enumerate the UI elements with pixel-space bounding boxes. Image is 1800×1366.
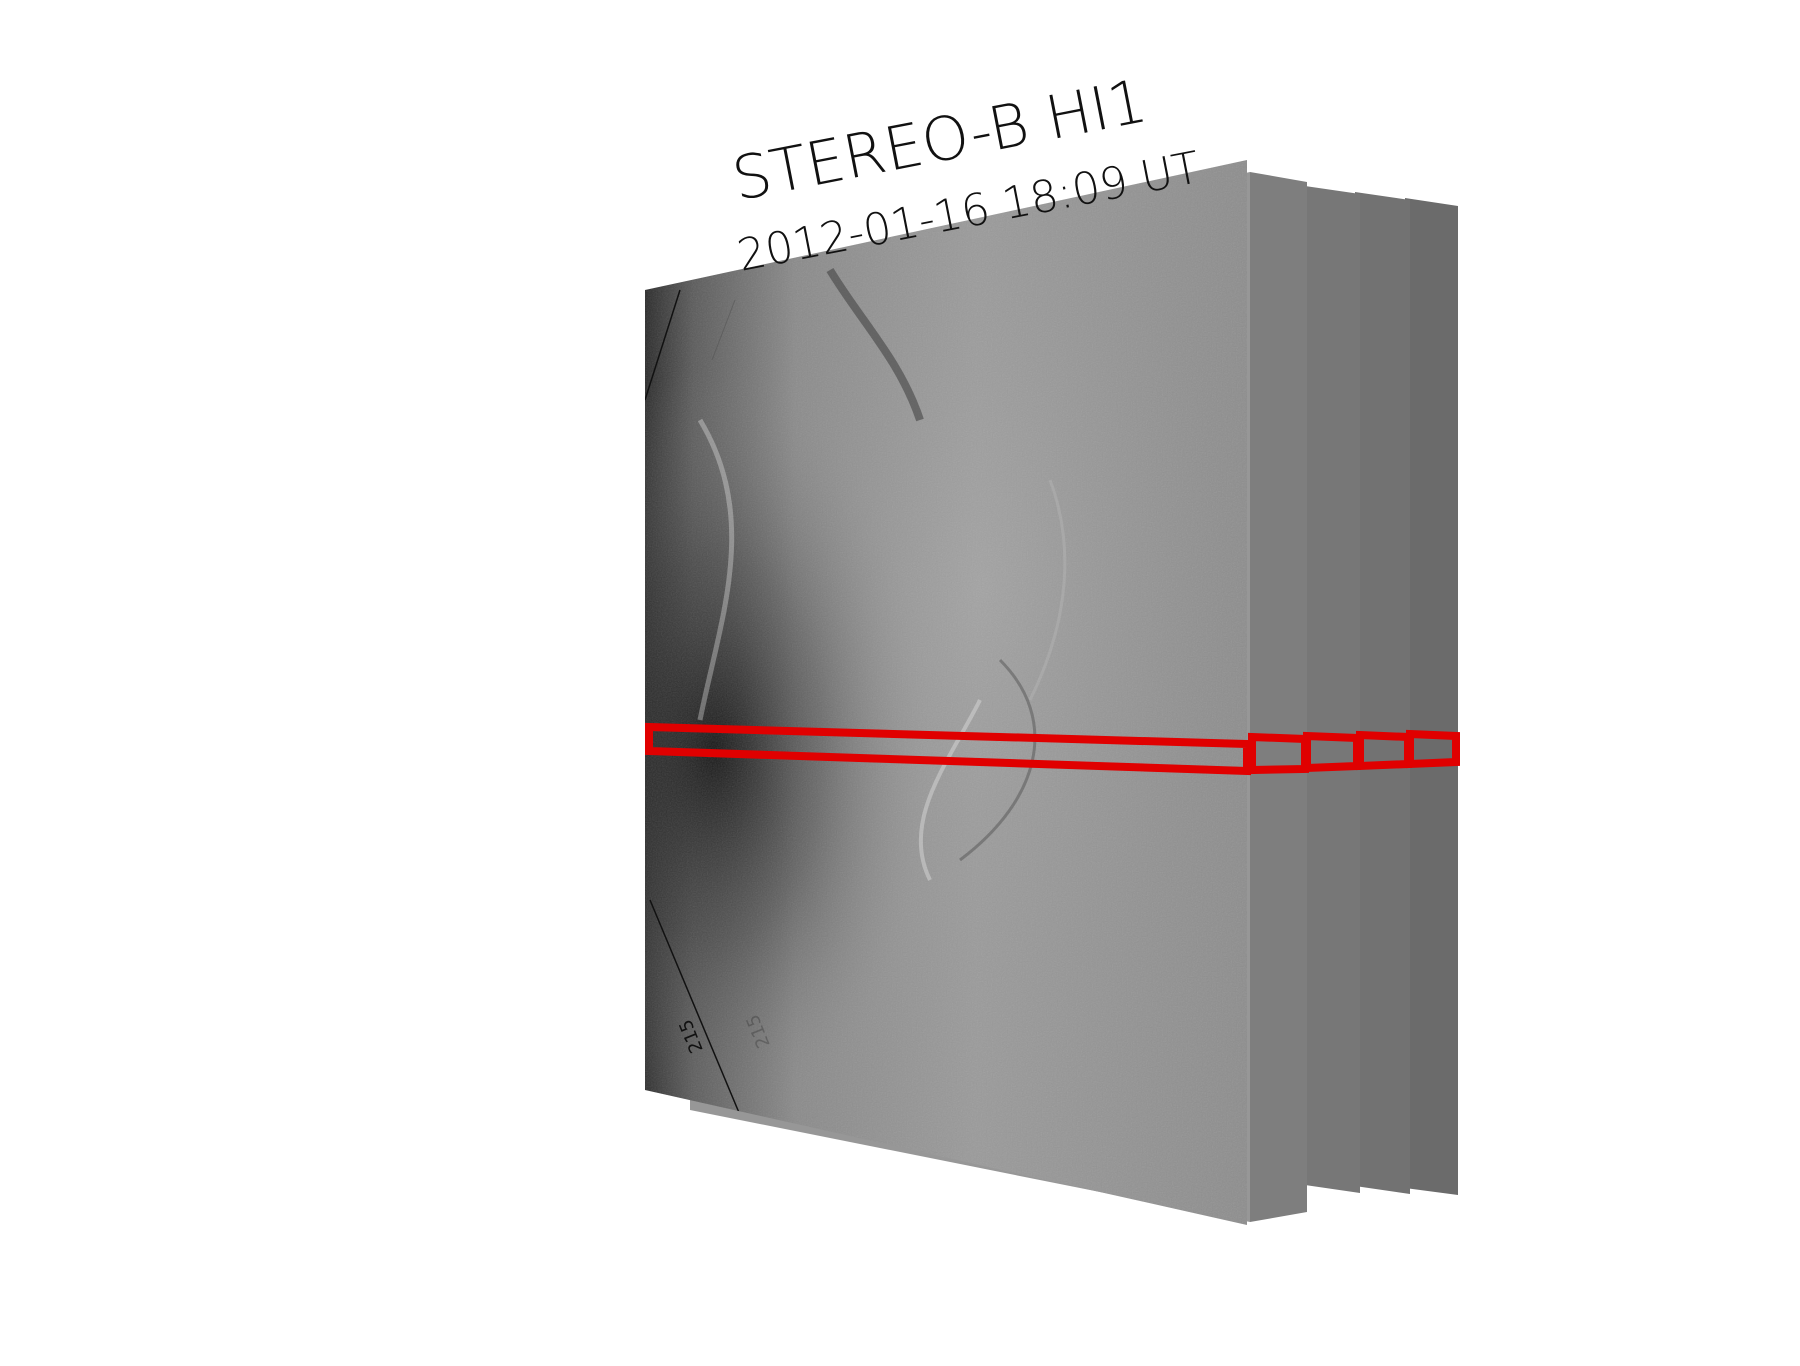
frame-1 [1250, 172, 1307, 1222]
highlight-front [645, 722, 1251, 776]
back-frames [1250, 172, 1458, 1222]
frame-3 [1355, 192, 1410, 1194]
highlight-band [645, 722, 1460, 776]
front-frame: 215 215 [645, 160, 1247, 1225]
frame-2 [1305, 186, 1360, 1193]
highlight-frame-4 [1406, 729, 1460, 769]
frame-4 [1405, 198, 1458, 1195]
